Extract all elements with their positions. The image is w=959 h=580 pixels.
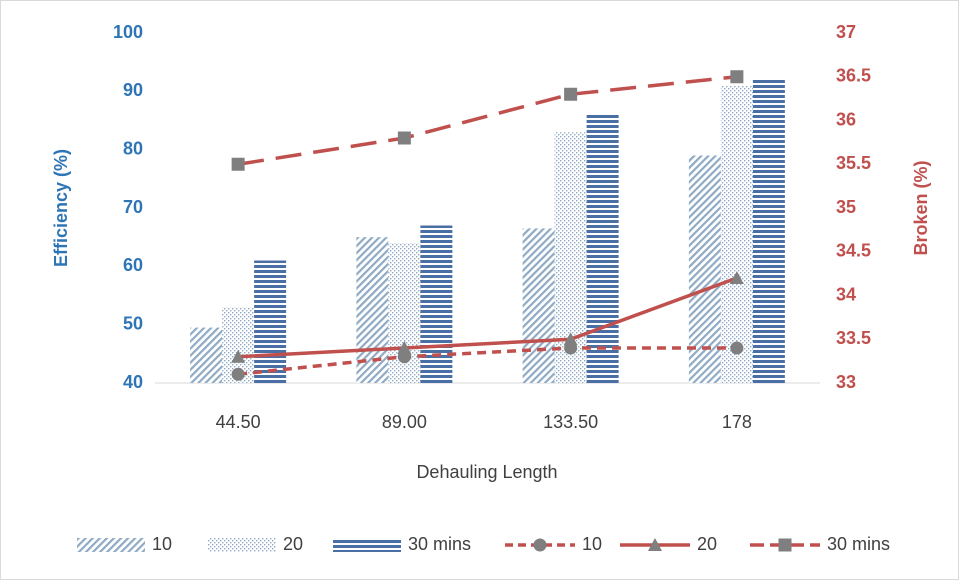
point: [231, 367, 245, 381]
y-tick-label: 90: [123, 80, 143, 100]
y-tick-label: 70: [123, 197, 143, 217]
y-tick-label: 50: [123, 313, 143, 333]
x-tick-label: 178: [722, 412, 752, 432]
y-tick-label: 40: [123, 372, 143, 392]
y2-tick-label: 36.5: [836, 66, 871, 86]
bar: [688, 155, 721, 383]
y-tick-label: 80: [123, 138, 143, 158]
line: [237, 346, 737, 376]
bar: [720, 85, 753, 383]
point: [533, 538, 547, 552]
bar: [190, 327, 223, 383]
legend-label: 20: [283, 534, 303, 554]
y2-tick-label: 37: [836, 22, 856, 42]
bar: [254, 260, 287, 383]
point: [563, 332, 578, 346]
point: [729, 271, 744, 284]
bar: [752, 79, 785, 384]
point: [778, 538, 792, 552]
y2-tick-label: 35.5: [836, 153, 871, 173]
point: [397, 341, 412, 354]
legend-label: 10: [152, 534, 172, 554]
point: [648, 538, 662, 551]
line: [238, 276, 738, 359]
y-tick-label: 60: [123, 255, 143, 275]
y2-tick-label: 33.5: [836, 328, 871, 348]
legend-label: 30 mins: [408, 534, 471, 554]
y2-tick-label: 36: [836, 109, 856, 129]
bar: [420, 225, 453, 383]
x-axis-title: Dehauling Length: [416, 462, 557, 482]
point: [397, 131, 411, 145]
y2-axis-title: Broken (%): [911, 160, 931, 255]
bar: [586, 114, 619, 384]
legend-swatch: [77, 538, 145, 552]
point: [730, 341, 744, 355]
y-axis-title: Efficiency (%): [51, 149, 71, 267]
point: [231, 349, 246, 363]
legend-swatch: [333, 538, 401, 552]
point: [231, 157, 245, 171]
y2-tick-label: 35: [836, 197, 856, 217]
x-tick-label: 133.50: [543, 412, 598, 432]
legend: 10 20 30 mins 10 20 30 mins: [77, 534, 890, 554]
point: [730, 70, 744, 84]
y2-tick-label: 34: [836, 284, 856, 304]
legend-label: 30 mins: [827, 534, 890, 554]
legend-label: 10: [582, 534, 602, 554]
legend-label: 20: [697, 534, 717, 554]
bar: [522, 228, 555, 383]
point: [564, 87, 578, 101]
legend-swatch: [208, 538, 276, 552]
y2-tick-label: 34.5: [836, 241, 871, 261]
y2-tick-label: 33: [836, 372, 856, 392]
x-tick-label: 44.50: [216, 412, 261, 432]
y-tick-label: 100: [113, 22, 143, 42]
line: [237, 75, 738, 166]
x-tick-label: 89.00: [382, 412, 427, 432]
